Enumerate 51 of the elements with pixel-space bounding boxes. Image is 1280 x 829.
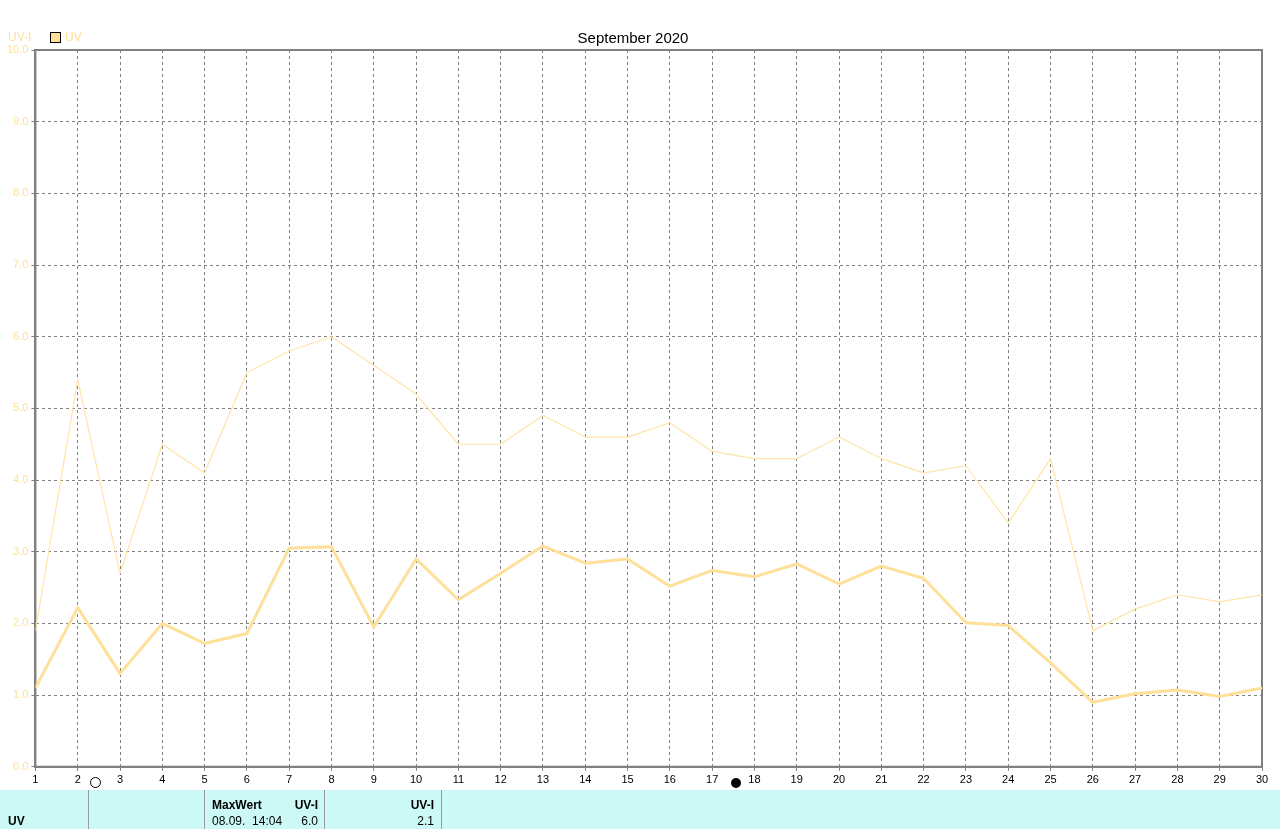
text: 6.0	[301, 814, 318, 828]
x-tick-label: 26	[1086, 773, 1099, 786]
x-tick-label: 30	[1255, 773, 1269, 786]
x-tick-label: 13	[536, 773, 550, 786]
y-tick-label: 9.0	[13, 114, 29, 127]
y-tick-label: 4.0	[13, 473, 29, 486]
text: UV-I	[410, 798, 434, 812]
x-tick-label: 5	[201, 773, 208, 786]
x-tick-label: 25	[1044, 773, 1057, 786]
x-tick-label: 8	[328, 773, 335, 786]
x-tick-label: 9	[370, 773, 377, 786]
x-tick-label: 29	[1213, 773, 1226, 786]
x-tick-label: 4	[159, 773, 166, 786]
text: 08.09. 14:04	[212, 814, 283, 828]
chart-title: September 2020	[577, 29, 689, 47]
y-tick-label: 3.0	[13, 544, 29, 557]
y-tick-label: 10.0	[6, 43, 29, 56]
x-tick-label: 14	[579, 773, 592, 786]
x-tick-label: 17	[706, 773, 719, 786]
text: UV-I	[294, 798, 318, 812]
x-tick-label: 15	[621, 773, 634, 786]
x-tick-label: 28	[1171, 773, 1184, 786]
x-tick-label: 19	[790, 773, 803, 786]
x-tick-label: 24	[1002, 773, 1015, 786]
x-tick-label: 22	[917, 773, 930, 786]
text: MaxWert	[212, 798, 262, 812]
legend-label: UV	[65, 30, 82, 44]
x-tick-label: 10	[409, 773, 423, 786]
y-axis-title: UV-I	[8, 30, 32, 45]
text: UV	[8, 814, 25, 828]
y-tick-label: 2.0	[13, 616, 29, 629]
x-tick-label: 2	[74, 773, 81, 786]
x-tick-label: 23	[959, 773, 973, 786]
x-tick-label: 6	[243, 773, 250, 786]
x-tick-label: 12	[494, 773, 507, 786]
x-tick-label: 18	[748, 773, 761, 786]
text: 2.1	[417, 814, 434, 828]
y-tick-label: 8.0	[13, 186, 29, 199]
y-tick-label: 7.0	[13, 258, 29, 271]
y-tick-label: 5.0	[13, 401, 29, 414]
x-tick-label: 7	[286, 773, 293, 786]
x-tick-label: 11	[452, 773, 465, 786]
x-tick-label: 27	[1128, 773, 1142, 786]
y-tick-label: 1.0	[13, 688, 29, 701]
x-tick-label: 16	[663, 773, 676, 786]
y-tick-label: 6.0	[13, 329, 29, 342]
x-tick-label: 20	[832, 773, 846, 786]
x-tick-label: 21	[875, 773, 888, 786]
y-tick-label: 0.0	[13, 759, 29, 772]
x-tick-label: 3	[116, 773, 124, 786]
x-tick-label: 1	[32, 773, 39, 786]
